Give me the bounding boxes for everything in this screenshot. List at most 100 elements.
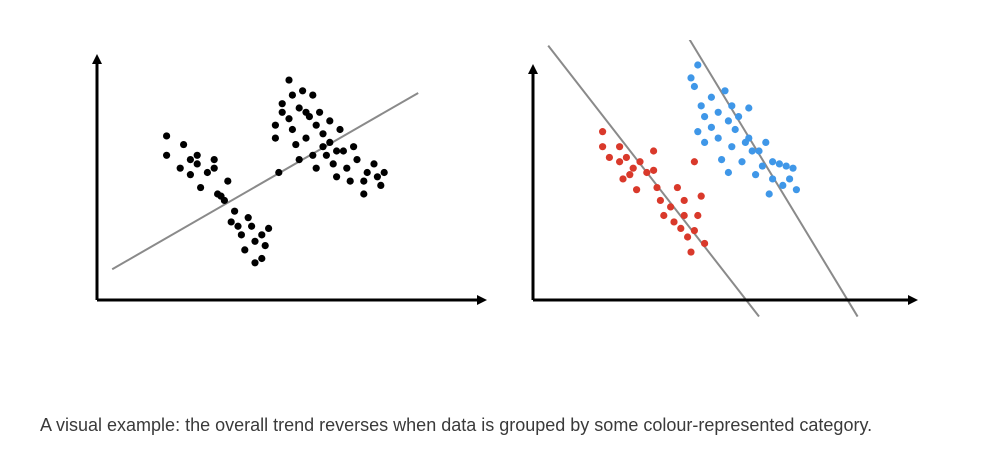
left-series-1-point	[319, 143, 327, 151]
left-series-1-point	[224, 177, 232, 185]
right-series-1-point	[619, 175, 627, 183]
left-series-1-point	[288, 91, 296, 99]
left-series-1-point	[292, 140, 300, 149]
left-series-1-point	[186, 171, 194, 179]
left-series-1-point	[203, 168, 211, 177]
left-series-1-point	[275, 168, 283, 177]
left-series-1-point	[193, 160, 201, 168]
right-series-2-point	[694, 61, 702, 69]
left-series-1-point	[180, 140, 188, 149]
left-series-1-point	[336, 125, 344, 134]
right-series-1-point	[650, 147, 658, 155]
right-series-1-point	[677, 224, 685, 232]
left-axes	[92, 54, 487, 305]
left-series-1-point	[288, 125, 296, 134]
left-series-1-point	[377, 181, 385, 189]
left-series-1-point	[285, 115, 293, 123]
right-series-1-point	[667, 203, 675, 211]
left-series-1-point	[248, 222, 256, 230]
left-series-1-point	[210, 164, 218, 172]
right-series-1-point	[673, 183, 682, 192]
left-series-1-point	[261, 242, 269, 250]
left-series-1-point	[258, 254, 266, 263]
left-series-1-point	[285, 76, 293, 84]
right-series-2-point	[707, 93, 716, 101]
left-series-1-point	[217, 192, 225, 200]
left-series-1-point	[234, 222, 242, 230]
left-series-1-point	[197, 183, 205, 192]
left-series-1-point	[295, 156, 303, 164]
right-series-2-point	[782, 162, 790, 170]
left-series-1-point	[186, 156, 194, 164]
right-series-2-point	[718, 156, 726, 164]
right-series-2-point	[697, 102, 705, 110]
left-series-1-point	[312, 121, 320, 129]
left-series-1-point	[251, 237, 259, 245]
left-x-axis-arrow	[477, 295, 487, 305]
left-series-1-point	[251, 259, 259, 267]
left-series-1-point	[373, 173, 381, 181]
right-series-2-point	[701, 113, 709, 121]
right-series-1-point	[690, 158, 699, 166]
left-series-1-point	[244, 214, 252, 222]
left-series-1-point	[360, 177, 368, 185]
right-series-1-point	[680, 211, 688, 220]
left-series-1-point	[258, 231, 266, 239]
left-series-1-point	[309, 151, 317, 159]
right-series-1-point	[633, 186, 641, 194]
right-x-axis-arrow	[908, 295, 918, 305]
left-series-1-point	[343, 164, 351, 172]
left-series-1-point	[333, 147, 341, 155]
left-series-1-point	[241, 246, 249, 254]
right-series-2-point	[735, 113, 743, 121]
right-series-1-point	[605, 153, 614, 162]
left-series-1-point	[265, 224, 273, 232]
left-series-1-point	[353, 156, 361, 164]
right-series-1-point	[643, 168, 651, 177]
right-series-1-point	[599, 143, 607, 151]
right-series-2-point	[748, 147, 756, 155]
right-series-2-point	[745, 104, 753, 112]
right-series-2-point	[721, 87, 729, 95]
right-series-1-point	[626, 171, 634, 179]
left-series-1-point	[305, 113, 313, 121]
right-series-2-point	[714, 134, 722, 142]
left-series-1-point	[163, 151, 171, 159]
right-series-1-point	[684, 233, 692, 241]
right-series-1-point	[701, 239, 709, 248]
left-series-1-point	[322, 151, 330, 159]
left-series-1-point	[227, 218, 235, 226]
right-series-1-point	[687, 248, 695, 256]
left-series-1-point	[346, 177, 354, 185]
right-series-1-point	[656, 196, 665, 205]
right-trend-line-2	[688, 40, 859, 318]
left-series-1-point	[360, 190, 368, 198]
left-series-1-point	[271, 121, 279, 129]
right-series-2-point	[789, 164, 797, 172]
left-series-1-point	[176, 164, 184, 172]
left-series-1-point	[278, 108, 286, 116]
right-series-2-point	[758, 162, 767, 170]
left-series-1-point	[302, 134, 310, 142]
right-series-1-point	[616, 143, 624, 151]
right-series-2-point	[690, 82, 699, 91]
right-series-2-point	[755, 147, 763, 155]
right-series-2-point	[687, 74, 695, 82]
right-series-1-point	[650, 166, 658, 174]
right-series-1-point	[697, 192, 705, 200]
right-series-2-point	[769, 175, 777, 183]
right-series-2-point	[765, 190, 773, 198]
right-series-2-point	[738, 158, 746, 166]
right-series-2-point	[728, 143, 736, 151]
right-series-2-point	[724, 168, 733, 177]
overall-trend-lines	[111, 92, 419, 271]
right-series-1-point	[653, 183, 661, 192]
right-series-1-point	[599, 128, 607, 136]
right-series-1-point	[694, 211, 702, 220]
right-series-1-point	[622, 153, 631, 162]
right-scatter-plot	[528, 40, 918, 318]
right-series-1-point	[660, 211, 668, 220]
right-series-2-point	[769, 158, 777, 166]
grouped-points	[599, 61, 801, 256]
right-series-2-point	[707, 123, 716, 131]
